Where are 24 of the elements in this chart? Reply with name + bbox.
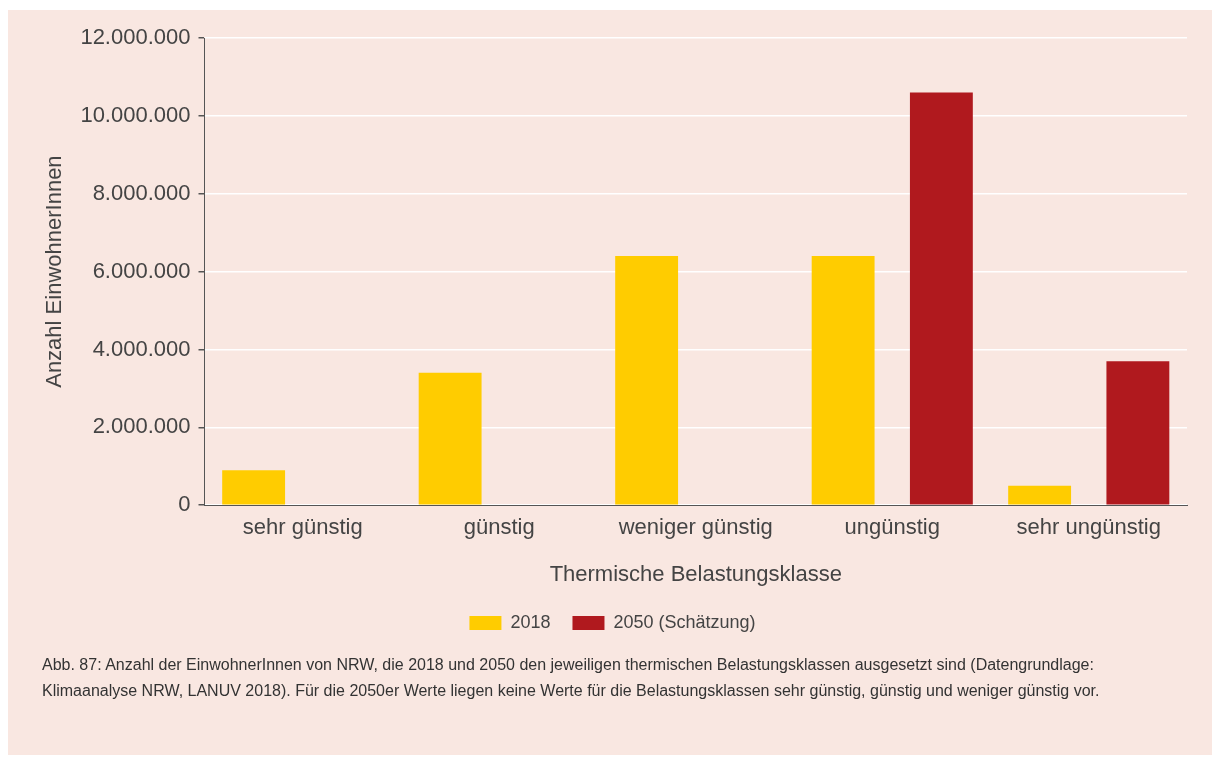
bar (418, 372, 482, 505)
y-tick-label: 2.000.000 (92, 413, 191, 439)
bar (1106, 361, 1170, 505)
y-tick-label: 6.000.000 (92, 257, 191, 283)
y-tick-label: 4.000.000 (92, 335, 191, 361)
x-tick-label: weniger günstig (617, 514, 773, 540)
y-tick-label: 0 (178, 491, 191, 517)
bar (615, 256, 679, 505)
bar (909, 92, 973, 505)
y-axis-title: Anzahl EinwohnerInnen (41, 155, 67, 388)
x-tick-label: sehr günstig (242, 514, 363, 540)
x-tick-label: günstig (463, 514, 535, 540)
x-axis-title: Thermische Belastungsklasse (549, 560, 842, 586)
bar (1008, 485, 1072, 505)
legend-label: 2050 (Schätzung) (613, 611, 756, 632)
x-tick-label: sehr ungünstig (1016, 514, 1161, 540)
y-tick-label: 12.000.000 (80, 24, 191, 50)
bar (222, 470, 286, 505)
legend-label: 2018 (510, 611, 551, 632)
y-tick-label: 8.000.000 (92, 179, 191, 205)
bar (811, 256, 875, 505)
y-tick-label: 10.000.000 (80, 101, 191, 127)
caption: Abb. 87: Anzahl der EinwohnerInnen von NRW, die 2018 und 2050 den jeweiligen thermischen Belastungsklassen ausgesetzt sind (Datengrundlage: Klimaanalyse NRW, LANUV 2018). Für die 2050er Werte liegen keine Werte für die Belastungsklassen sehr günstig, günstig und weniger günstig vor. (42, 655, 1101, 701)
x-tick-label: ungünstig (844, 514, 940, 540)
